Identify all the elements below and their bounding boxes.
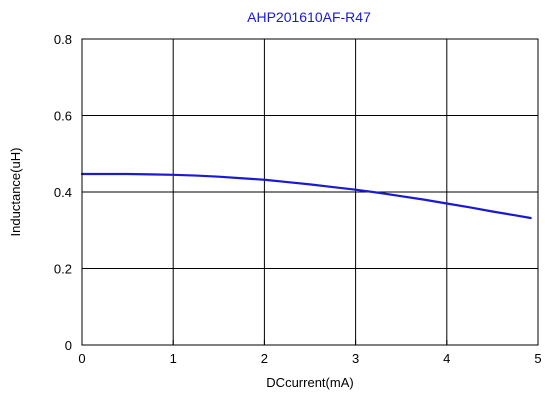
y-axis-label: Inductance(uH) — [8, 148, 23, 237]
y-tick-label: 0 — [65, 338, 72, 353]
x-axis-label: DCcurrent(mA) — [266, 375, 353, 390]
y-tick-label: 0.8 — [54, 32, 72, 47]
ticks: 0 1 2 3 4 5 0 0.2 0.4 0.6 0.8 — [54, 32, 542, 366]
x-tick-label: 5 — [534, 351, 541, 366]
inductance-series-line — [80, 172, 532, 220]
y-tick-label: 0.2 — [54, 262, 72, 277]
x-tick-label: 1 — [170, 351, 177, 366]
x-tick-label: 4 — [443, 351, 450, 366]
plot-frame — [81, 38, 539, 346]
series — [80, 172, 532, 220]
x-tick-label: 0 — [78, 351, 85, 366]
y-tick-label: 0.6 — [54, 109, 72, 124]
x-tick-label: 2 — [261, 351, 268, 366]
y-tick-label: 0.4 — [54, 185, 72, 200]
x-tick-label: 3 — [352, 351, 359, 366]
grid — [82, 39, 538, 345]
chart-title: AHP201610AF-R47 — [247, 9, 371, 25]
